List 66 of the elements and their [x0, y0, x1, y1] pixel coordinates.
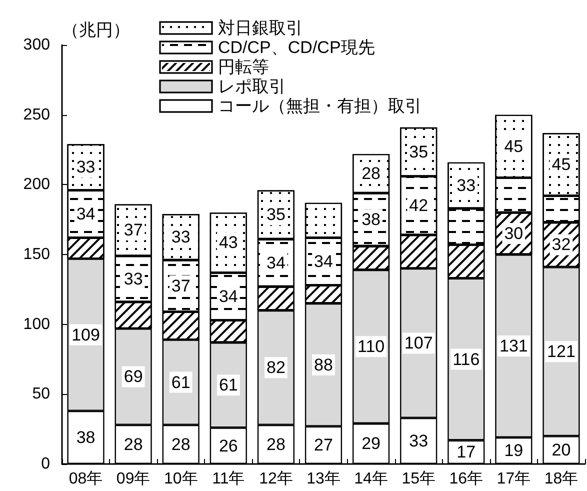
- y-tick-label: 200: [23, 176, 50, 194]
- y-tick-label: 150: [23, 246, 50, 263]
- x-tick-label: 10年: [164, 470, 198, 488]
- data-label: 33: [409, 431, 428, 450]
- data-label: 28: [362, 164, 381, 183]
- data-label: 37: [124, 220, 143, 240]
- y-tick-label: 300: [23, 36, 50, 54]
- y-axis-title: （兆円）: [62, 20, 130, 40]
- data-label: 28: [266, 434, 286, 454]
- data-label: 45: [504, 136, 524, 156]
- legend-label: 対日銀取引: [218, 18, 303, 38]
- data-label: 33: [171, 228, 190, 247]
- data-label: 88: [314, 355, 333, 374]
- data-label: 33: [456, 176, 476, 195]
- y-tick-label: 0: [41, 456, 50, 472]
- data-label: 28: [171, 434, 190, 454]
- data-label: 82: [266, 358, 286, 378]
- data-label: 20: [552, 440, 571, 460]
- y-tick-label: 100: [23, 316, 50, 333]
- data-label: 34: [314, 252, 333, 271]
- data-label: 109: [72, 325, 100, 344]
- x-tick-label: 11年: [212, 470, 245, 488]
- x-tick-label: 18年: [544, 470, 578, 488]
- data-label: 19: [504, 441, 524, 460]
- data-label: 131: [499, 336, 528, 356]
- legend-label: レポ取引: [218, 77, 286, 96]
- data-label: 35: [409, 142, 428, 162]
- data-label: 30: [504, 224, 524, 244]
- data-label: 33: [124, 269, 143, 288]
- x-tick-label: 16年: [449, 470, 484, 488]
- x-tick-label: 12年: [259, 470, 293, 488]
- x-tick-label: 17年: [496, 470, 531, 488]
- legend-label: CD/CP、CD/CP現先: [218, 38, 375, 57]
- x-tick-label: 08年: [68, 470, 103, 488]
- data-label: 33: [76, 158, 96, 177]
- x-tick-label: 09年: [116, 470, 150, 488]
- y-tick-label: 250: [23, 106, 50, 124]
- data-label: 45: [552, 154, 571, 174]
- y-tick-label: 50: [32, 386, 50, 403]
- data-label: 34: [218, 286, 238, 306]
- data-label: 32: [552, 235, 571, 254]
- data-label: 121: [547, 342, 576, 362]
- x-tick-label: 14年: [354, 470, 388, 488]
- x-tick-label: 15年: [402, 470, 436, 488]
- data-label: 110: [357, 337, 385, 356]
- data-label: 38: [362, 210, 381, 230]
- data-label: 29: [362, 434, 381, 454]
- x-tick-label: 13年: [306, 470, 340, 488]
- data-label: 35: [266, 205, 286, 224]
- data-label: 34: [266, 253, 286, 272]
- data-label: 42: [409, 196, 428, 216]
- legend-label: コール（無担・有担）取引: [218, 96, 422, 116]
- data-label: 34: [76, 204, 96, 224]
- data-label: 37: [171, 276, 190, 296]
- data-label: 43: [218, 233, 238, 252]
- data-label: 61: [218, 376, 238, 395]
- data-label: 27: [314, 436, 333, 455]
- data-label: 61: [171, 372, 190, 392]
- data-label: 17: [456, 442, 476, 462]
- data-label: 69: [124, 367, 143, 386]
- data-label: 38: [76, 428, 96, 447]
- legend-label: 円転等: [218, 58, 269, 76]
- data-label: 107: [404, 334, 433, 353]
- data-label: 26: [218, 436, 238, 456]
- data-label: 116: [452, 350, 480, 369]
- data-label: 28: [124, 434, 143, 454]
